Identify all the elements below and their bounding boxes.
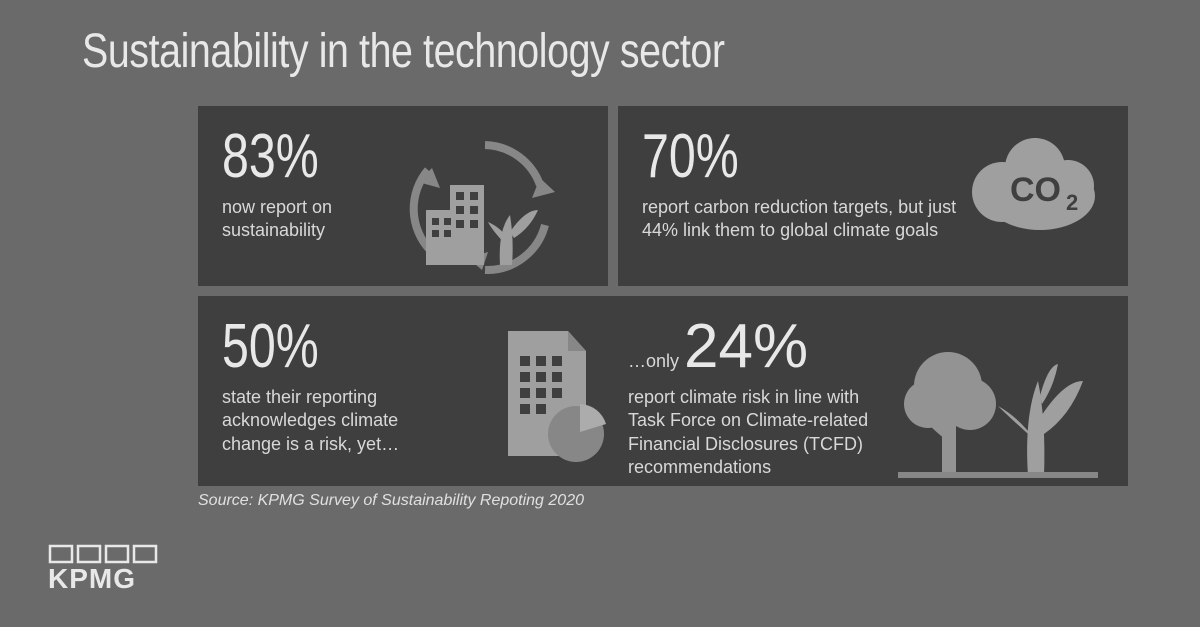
source-line: Source: KPMG Survey of Sustainability Re… xyxy=(198,492,584,510)
stat-card-sustainability: 83% now report on sustainability xyxy=(198,106,608,286)
kpmg-logo: KPMG xyxy=(48,544,168,599)
stat-value: 70% xyxy=(642,126,739,188)
recycle-buildings-icon xyxy=(390,130,580,285)
page-title: Sustainability in the technology sector xyxy=(82,24,725,79)
stat-value: 24% xyxy=(684,312,808,381)
report-pie-icon xyxy=(498,326,608,471)
logo-text: KPMG xyxy=(48,563,136,594)
stat-card-climate-risk: 50% state their reporting acknowledges c… xyxy=(198,296,1128,486)
svg-text:2: 2 xyxy=(1066,190,1078,215)
trees-icon xyxy=(898,326,1098,491)
stat-card-carbon: 70% report carbon reduction targets, but… xyxy=(618,106,1128,286)
stat-desc: state their reporting acknowledges clima… xyxy=(222,386,442,456)
stat-value: 83% xyxy=(222,126,319,188)
stat-prefix: …only xyxy=(628,351,684,371)
stat-desc: now report on sustainability xyxy=(222,196,402,243)
stat-desc: report carbon reduction targets, but jus… xyxy=(642,196,972,243)
stat-value: 50% xyxy=(222,316,319,378)
stat-desc: report climate risk in line with Task Fo… xyxy=(628,386,888,480)
co2-cloud-icon: CO 2 xyxy=(940,126,1100,241)
svg-text:CO: CO xyxy=(1010,171,1061,209)
